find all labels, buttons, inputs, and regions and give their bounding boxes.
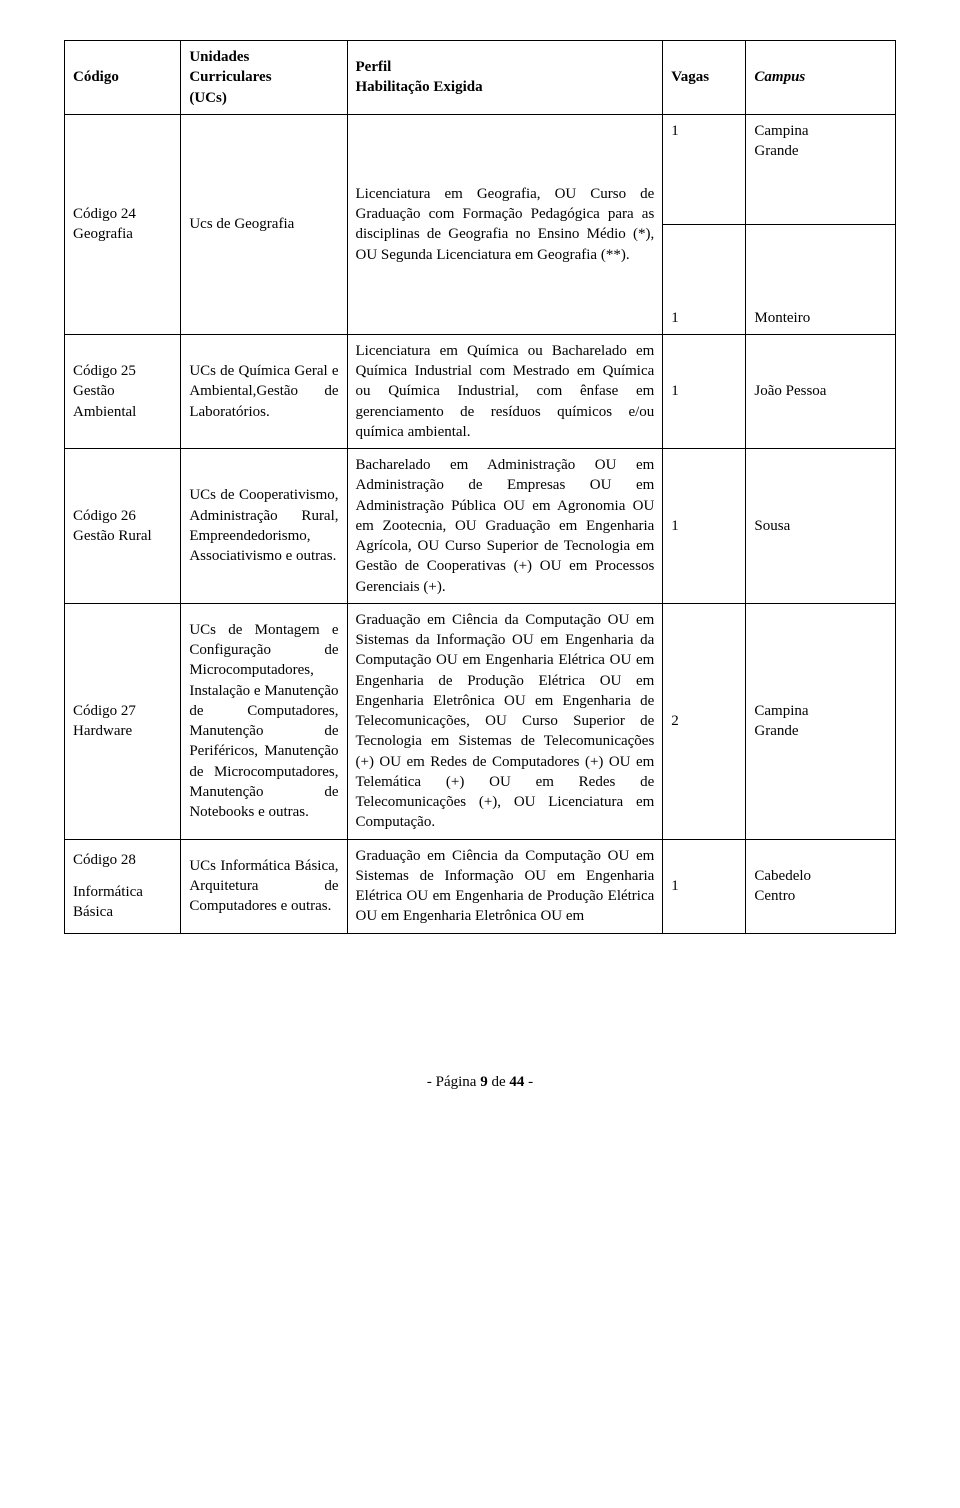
cell-campus-24a: Campina Grande: [746, 114, 896, 224]
ucs-28-text: UCs Informática Básica, Arquitetura de C…: [189, 858, 338, 915]
cell-codigo-25: Código 25 Gestão Ambiental: [65, 334, 181, 448]
header-perfil-line2: Habilitação Exigida: [356, 77, 655, 97]
perfil-26-text: Bacharelado em Administração OU em Admin…: [356, 457, 655, 595]
campus-24b-text: Monteiro: [754, 310, 810, 326]
codigo-28-line1: Código 28: [73, 850, 172, 870]
codigo-25-line2: Gestão: [73, 381, 172, 401]
codigo-25-line3: Ambiental: [73, 402, 172, 422]
cell-perfil-27: Graduação em Ciência da Computação OU em…: [347, 603, 663, 839]
header-ucs-line3: (UCs): [189, 88, 338, 108]
cell-perfil-26: Bacharelado em Administração OU em Admin…: [347, 449, 663, 604]
campus-28-line1: Cabedelo: [754, 866, 887, 886]
codigo-24-line2: Geografia: [73, 224, 172, 244]
campus-26-text: Sousa: [754, 518, 790, 534]
cell-campus-24b: Monteiro: [746, 224, 896, 334]
header-codigo-text: Código: [73, 69, 119, 85]
cell-codigo-27: Código 27 Hardware: [65, 603, 181, 839]
header-campus-text: Campus: [754, 69, 805, 85]
header-vagas: Vagas: [663, 41, 746, 115]
cell-perfil-25: Licenciatura em Química ou Bacharelado e…: [347, 334, 663, 448]
table-row: Código 24 Geografia Ucs de Geografia Lic…: [65, 114, 896, 224]
cell-ucs-28: UCs Informática Básica, Arquitetura de C…: [181, 839, 347, 933]
codigo-27-line1: Código 27: [73, 701, 172, 721]
table-row: Código 25 Gestão Ambiental UCs de Químic…: [65, 334, 896, 448]
vagas-27-text: 2: [671, 713, 679, 729]
codigo-27-line2: Hardware: [73, 721, 172, 741]
campus-24a-line2: Grande: [754, 141, 887, 161]
cell-campus-26: Sousa: [746, 449, 896, 604]
codigo-24-line1: Código 24: [73, 204, 172, 224]
campus-27-line1: Campina: [754, 701, 887, 721]
vagas-24a-text: 1: [671, 123, 679, 139]
cell-vagas-24a: 1: [663, 114, 746, 224]
header-ucs-line2: Curriculares: [189, 67, 338, 87]
cell-ucs-24: Ucs de Geografia: [181, 114, 347, 334]
vagas-24b-text: 1: [671, 310, 679, 326]
codigo-26-line1: Código 26: [73, 506, 172, 526]
footer-prefix: - Página: [427, 1074, 480, 1090]
footer-suffix: -: [524, 1074, 533, 1090]
header-perfil: Perfil Habilitação Exigida: [347, 41, 663, 115]
header-vagas-text: Vagas: [671, 69, 709, 85]
header-perfil-line1: Perfil: [356, 57, 655, 77]
cell-vagas-25: 1: [663, 334, 746, 448]
cell-codigo-26: Código 26 Gestão Rural: [65, 449, 181, 604]
vagas-26-text: 1: [671, 518, 679, 534]
codigo-28-line3: Básica: [73, 902, 172, 922]
ucs-27-text: UCs de Montagem e Configuração de Microc…: [189, 622, 338, 820]
cell-perfil-24: Licenciatura em Geografia, OU Curso de G…: [347, 114, 663, 334]
codigo-28-line2: Informática: [73, 882, 172, 902]
cell-vagas-27: 2: [663, 603, 746, 839]
vagas-25-text: 1: [671, 383, 679, 399]
curriculum-table: Código Unidades Curriculares (UCs) Perfi…: [64, 40, 896, 934]
campus-24a-line1: Campina: [754, 121, 887, 141]
spacer: [73, 870, 172, 882]
table-row: Código 26 Gestão Rural UCs de Cooperativ…: [65, 449, 896, 604]
perfil-28-text: Graduação em Ciência da Computação OU em…: [356, 848, 655, 925]
campus-25-text: João Pessoa: [754, 383, 826, 399]
header-campus: Campus: [746, 41, 896, 115]
ucs-24-text: Ucs de Geografia: [189, 216, 294, 232]
cell-campus-28: Cabedelo Centro: [746, 839, 896, 933]
cell-vagas-28: 1: [663, 839, 746, 933]
perfil-27-text: Graduação em Ciência da Computação OU em…: [356, 612, 655, 831]
cell-ucs-26: UCs de Cooperativismo, Administração Rur…: [181, 449, 347, 604]
vagas-28-text: 1: [671, 878, 679, 894]
ucs-26-text: UCs de Cooperativismo, Administração Rur…: [189, 487, 338, 564]
cell-ucs-25: UCs de Química Geral e Ambiental,Gestão …: [181, 334, 347, 448]
header-ucs: Unidades Curriculares (UCs): [181, 41, 347, 115]
codigo-25-line1: Código 25: [73, 361, 172, 381]
table-row: Código 28 Informática Básica UCs Informá…: [65, 839, 896, 933]
perfil-25-text: Licenciatura em Química ou Bacharelado e…: [356, 343, 655, 440]
cell-codigo-24: Código 24 Geografia: [65, 114, 181, 334]
cell-vagas-24b: 1: [663, 224, 746, 334]
table-row: Código 27 Hardware UCs de Montagem e Con…: [65, 603, 896, 839]
footer-page: 9: [480, 1074, 488, 1090]
perfil-24-text: Licenciatura em Geografia, OU Curso de G…: [356, 186, 655, 263]
cell-codigo-28: Código 28 Informática Básica: [65, 839, 181, 933]
footer-total: 44: [509, 1074, 524, 1090]
campus-27-line2: Grande: [754, 721, 887, 741]
header-codigo: Código: [65, 41, 181, 115]
codigo-26-line2: Gestão Rural: [73, 526, 172, 546]
campus-28-line2: Centro: [754, 886, 887, 906]
footer-middle: de: [488, 1074, 510, 1090]
cell-perfil-28: Graduação em Ciência da Computação OU em…: [347, 839, 663, 933]
header-ucs-line1: Unidades: [189, 47, 338, 67]
cell-campus-27: Campina Grande: [746, 603, 896, 839]
cell-campus-25: João Pessoa: [746, 334, 896, 448]
cell-ucs-27: UCs de Montagem e Configuração de Microc…: [181, 603, 347, 839]
page-footer: - Página 9 de 44 -: [64, 1074, 896, 1091]
table-header-row: Código Unidades Curriculares (UCs) Perfi…: [65, 41, 896, 115]
ucs-25-text: UCs de Química Geral e Ambiental,Gestão …: [189, 363, 338, 420]
cell-vagas-26: 1: [663, 449, 746, 604]
